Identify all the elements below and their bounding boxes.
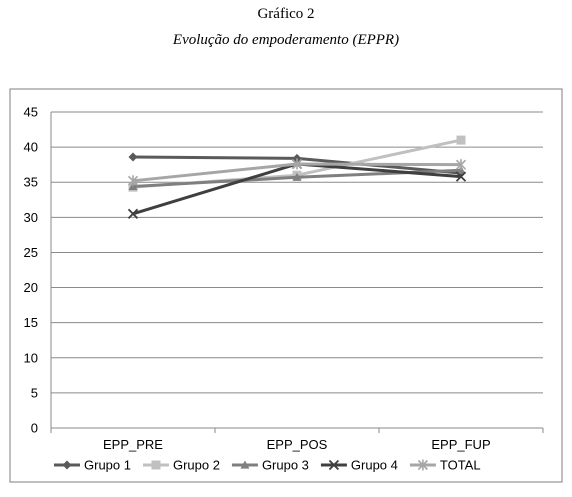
legend-item-grupo-4: Grupo 4 xyxy=(320,458,398,473)
legend-label: Grupo 1 xyxy=(84,458,131,473)
x-tick-label: EPP_POS xyxy=(267,437,328,452)
legend-marker xyxy=(62,460,72,470)
chart-caption-subtitle: Evolução do empoderamento (EPPR) xyxy=(172,32,400,48)
chart-gridlines xyxy=(50,111,544,433)
y-tick-label: 0 xyxy=(31,421,38,436)
y-tick-label: 30 xyxy=(24,210,38,225)
legend-item-total: TOTAL xyxy=(409,458,481,473)
chart-series xyxy=(127,135,467,219)
y-tick-label: 25 xyxy=(24,245,38,260)
data-point-total xyxy=(455,159,467,171)
y-tick-label: 35 xyxy=(24,175,38,190)
legend-marker xyxy=(240,460,250,469)
y-tick-label: 20 xyxy=(24,280,38,295)
legend-item-grupo-1: Grupo 1 xyxy=(54,458,131,473)
y-axis-tick-labels: 0 5 10 15 20 25 30 35 40 45 xyxy=(24,105,38,436)
y-tick-label: 40 xyxy=(24,140,38,155)
legend-label: Grupo 3 xyxy=(262,458,309,473)
y-tick-label: 10 xyxy=(24,350,38,365)
data-point-total xyxy=(127,175,139,187)
x-axis-tick-labels: EPP_PRE EPP_POS EPP_FUP xyxy=(103,437,491,452)
legend-marker xyxy=(417,459,428,471)
legend-label: Grupo 2 xyxy=(173,458,220,473)
chart-caption-title: Gráfico 2 xyxy=(257,6,315,22)
data-point-grupo-4 xyxy=(455,171,467,182)
x-tick-label: EPP_FUP xyxy=(431,437,490,452)
legend-marker xyxy=(328,459,340,471)
y-tick-label: 15 xyxy=(24,315,38,330)
legend-item-grupo-2: Grupo 2 xyxy=(142,458,220,473)
data-point-grupo-1 xyxy=(128,152,138,162)
legend-label: TOTAL xyxy=(440,458,481,473)
data-point-grupo-4 xyxy=(127,208,139,219)
y-tick-label: 45 xyxy=(24,105,38,120)
x-tick-label: EPP_PRE xyxy=(103,437,163,452)
chart-legend: Grupo 1 Grupo 2 Grupo 3 Grupo 4 TOTAL xyxy=(54,458,481,473)
legend-label: Grupo 4 xyxy=(351,458,398,473)
y-tick-label: 5 xyxy=(31,385,38,400)
data-point-grupo-3 xyxy=(292,172,302,181)
data-point-total xyxy=(291,158,303,170)
legend-marker xyxy=(151,460,161,470)
legend-item-grupo-3: Grupo 3 xyxy=(231,458,309,473)
chart-frame xyxy=(9,88,563,483)
data-point-grupo-2 xyxy=(456,135,466,145)
